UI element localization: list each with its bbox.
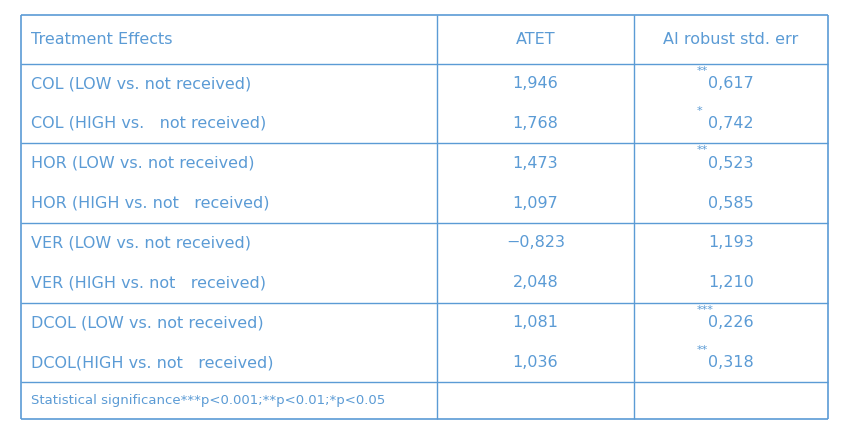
Text: HOR (HIGH vs. not   received): HOR (HIGH vs. not received) [31,196,269,210]
Text: 1,036: 1,036 [513,355,558,370]
Text: Statistical significance***p<0.001;**p<0.01;*p<0.05: Statistical significance***p<0.001;**p<0… [31,394,385,407]
Text: COL (HIGH vs.   not received): COL (HIGH vs. not received) [31,116,266,131]
Text: ***: *** [696,305,713,315]
Text: Treatment Effects: Treatment Effects [31,32,172,47]
Text: **: ** [696,66,708,76]
Text: 0,742: 0,742 [708,116,754,131]
Text: DCOL(HIGH vs. not   received): DCOL(HIGH vs. not received) [31,355,273,370]
Text: 0,523: 0,523 [708,156,754,171]
Text: **: ** [696,145,708,155]
Text: COL (LOW vs. not received): COL (LOW vs. not received) [31,76,251,91]
Text: 0,617: 0,617 [708,76,754,91]
Text: 0,318: 0,318 [708,355,754,370]
Text: 1,193: 1,193 [708,236,754,250]
Text: 2,048: 2,048 [513,275,559,290]
Text: **: ** [696,345,708,355]
Text: 1,946: 1,946 [513,76,559,91]
Text: 1,081: 1,081 [513,315,559,330]
Text: VER (LOW vs. not received): VER (LOW vs. not received) [31,236,251,250]
Text: 1,768: 1,768 [513,116,559,131]
Text: −0,823: −0,823 [506,236,565,250]
Text: 0,585: 0,585 [708,196,754,210]
Text: ATET: ATET [515,32,555,47]
Text: 1,097: 1,097 [513,196,559,210]
Text: DCOL (LOW vs. not received): DCOL (LOW vs. not received) [31,315,263,330]
Text: HOR (LOW vs. not received): HOR (LOW vs. not received) [31,156,255,171]
Text: 1,210: 1,210 [708,275,754,290]
Text: 0,226: 0,226 [708,315,754,330]
Text: AI robust std. err: AI robust std. err [663,32,799,47]
Text: *: * [696,105,702,115]
Text: 1,473: 1,473 [513,156,558,171]
Text: VER (HIGH vs. not   received): VER (HIGH vs. not received) [31,275,266,290]
